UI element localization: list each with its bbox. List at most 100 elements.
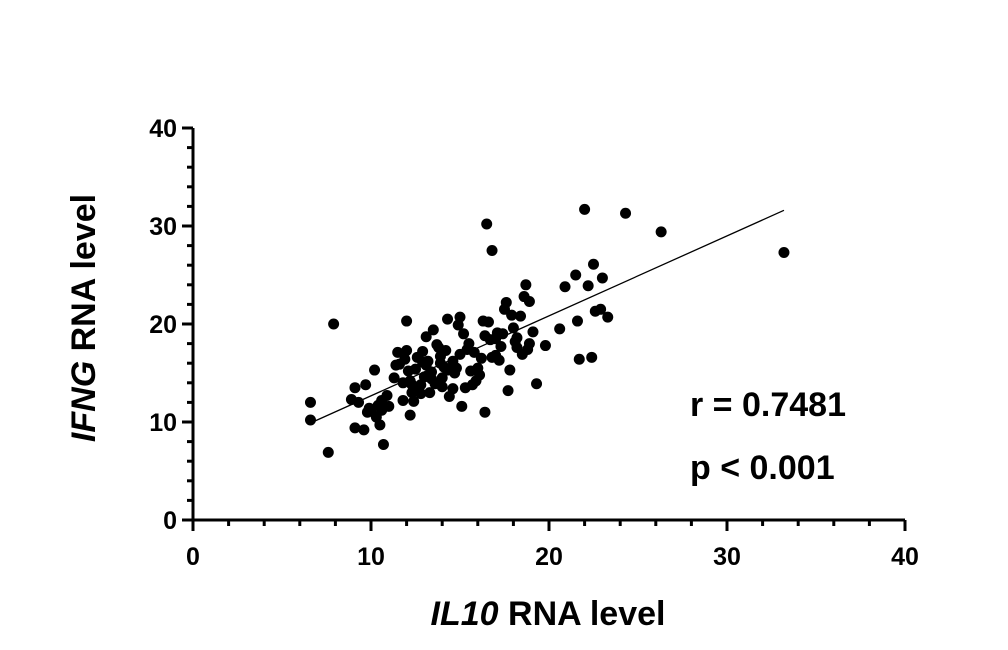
- data-point: [475, 352, 487, 364]
- data-point: [596, 272, 608, 284]
- data-point: [442, 364, 454, 376]
- data-point: [328, 318, 340, 330]
- x-axis-title: IL10 RNA level: [431, 595, 666, 633]
- data-point: [486, 245, 498, 256]
- data-point: [436, 372, 448, 384]
- data-point: [360, 379, 372, 391]
- data-point: [502, 385, 514, 397]
- data-point: [410, 363, 421, 375]
- x-axis-gene: IL10: [431, 595, 499, 633]
- x-tick-label: 10: [357, 543, 385, 571]
- data-point: [620, 207, 632, 219]
- data-point: [523, 295, 535, 307]
- y-tick-label: 30: [149, 213, 177, 241]
- data-point: [447, 383, 459, 395]
- data-point: [406, 387, 418, 399]
- x-tick-label: 20: [535, 543, 563, 571]
- data-point: [463, 338, 475, 350]
- data-point: [458, 328, 470, 340]
- data-point: [427, 324, 439, 336]
- correlation-annotation: r = 0.7481: [690, 386, 846, 424]
- data-point: [388, 372, 400, 384]
- data-point: [470, 375, 482, 387]
- data-point: [493, 354, 505, 366]
- y-axis-title: IFNG RNA level: [65, 194, 103, 442]
- data-point: [500, 296, 512, 308]
- data-point: [304, 396, 316, 408]
- data-point: [408, 395, 420, 407]
- data-point: [507, 322, 519, 334]
- x-tick-label: 0: [186, 543, 200, 571]
- data-point: [481, 218, 493, 230]
- y-tick-label: 0: [163, 507, 177, 535]
- data-point: [442, 313, 454, 325]
- data-point: [506, 309, 518, 321]
- y-tick-label: 10: [149, 409, 177, 437]
- y-axis-gene: IFNG: [65, 361, 103, 442]
- data-point: [397, 377, 409, 389]
- data-point: [358, 424, 370, 436]
- x-tick-label: 40: [891, 543, 919, 571]
- data-point: [404, 409, 416, 421]
- data-point: [520, 279, 532, 291]
- data-point: [602, 311, 614, 323]
- data-point: [482, 316, 494, 328]
- data-point: [424, 387, 436, 399]
- data-point: [497, 328, 509, 340]
- x-axis-rest: RNA level: [499, 595, 666, 633]
- data-point: [436, 381, 448, 393]
- data-point: [420, 331, 432, 343]
- data-point: [586, 351, 598, 363]
- data-point: [570, 269, 582, 281]
- p-value-annotation: p < 0.001: [690, 449, 835, 487]
- data-point: [361, 406, 373, 418]
- data-point: [456, 400, 468, 412]
- data-point: [531, 378, 543, 390]
- data-point: [479, 406, 491, 418]
- data-point: [523, 338, 535, 350]
- tick-labels: 0 10 20 30 40 0 10 20 30 40: [149, 115, 919, 571]
- data-point: [504, 364, 516, 376]
- data-point: [401, 344, 413, 356]
- data-point: [515, 310, 527, 322]
- data-points: [304, 203, 790, 458]
- y-tick-label: 20: [149, 311, 177, 339]
- data-point: [417, 345, 429, 357]
- data-point: [401, 315, 413, 327]
- data-point: [349, 382, 361, 394]
- y-tick-label: 40: [149, 115, 177, 143]
- y-axis-rest: RNA level: [65, 194, 103, 361]
- data-point: [322, 446, 334, 458]
- data-point: [392, 346, 404, 358]
- data-point: [454, 311, 466, 323]
- data-point: [399, 353, 411, 365]
- data-point: [397, 394, 409, 406]
- data-point: [588, 258, 599, 270]
- data-point: [778, 246, 790, 258]
- data-point: [349, 422, 361, 434]
- data-point: [582, 280, 594, 292]
- data-point: [655, 226, 667, 238]
- data-point: [390, 359, 402, 371]
- data-point: [353, 396, 365, 408]
- data-point: [554, 323, 566, 335]
- data-point: [573, 353, 585, 365]
- data-point: [434, 350, 446, 362]
- data-point: [511, 332, 523, 344]
- data-point: [431, 339, 443, 351]
- data-point: [415, 388, 427, 400]
- data-point: [374, 419, 386, 431]
- x-tick-label: 30: [713, 543, 741, 571]
- data-point: [571, 315, 583, 327]
- data-point: [527, 326, 539, 338]
- data-point: [595, 303, 607, 315]
- data-point: [304, 414, 316, 426]
- data-point: [420, 359, 432, 371]
- regression-line: [310, 209, 785, 424]
- data-point: [415, 379, 427, 391]
- data-point: [377, 439, 389, 451]
- data-point: [539, 340, 551, 352]
- data-point: [495, 341, 507, 353]
- data-point: [376, 394, 388, 406]
